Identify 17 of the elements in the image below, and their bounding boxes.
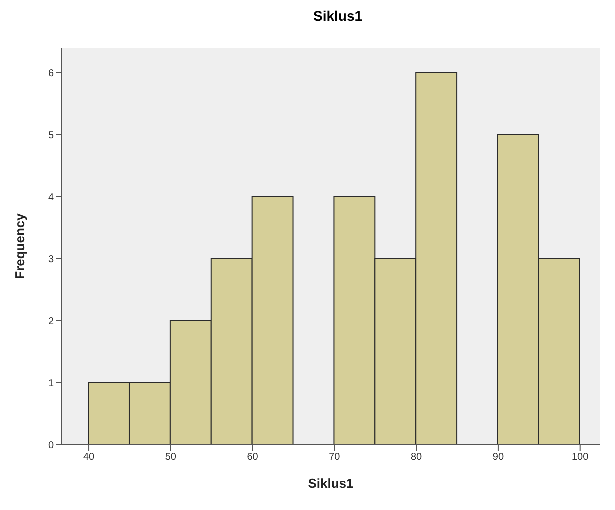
y-tick-label: 5 (48, 130, 54, 142)
y-tick-label: 0 (48, 440, 54, 452)
x-tick-label: 100 (572, 452, 590, 464)
x-tick-label: 50 (165, 452, 177, 464)
chart-title: Siklus1 (312, 8, 364, 26)
y-tick-label: 2 (48, 316, 54, 328)
x-axis-title: Siklus1 (308, 476, 354, 491)
x-tick-label: 80 (411, 452, 423, 464)
y-axis-title: Frequency (12, 212, 28, 280)
y-tick-label: 6 (48, 68, 54, 80)
y-tick-label: 3 (48, 254, 54, 266)
y-tick-label: 1 (48, 378, 54, 390)
y-tick-label: 4 (48, 192, 54, 204)
x-tick-label: 40 (83, 452, 96, 464)
x-tick-label: 60 (247, 452, 259, 464)
x-tick-label: 90 (492, 452, 504, 464)
x-tick-label: 70 (329, 452, 341, 464)
